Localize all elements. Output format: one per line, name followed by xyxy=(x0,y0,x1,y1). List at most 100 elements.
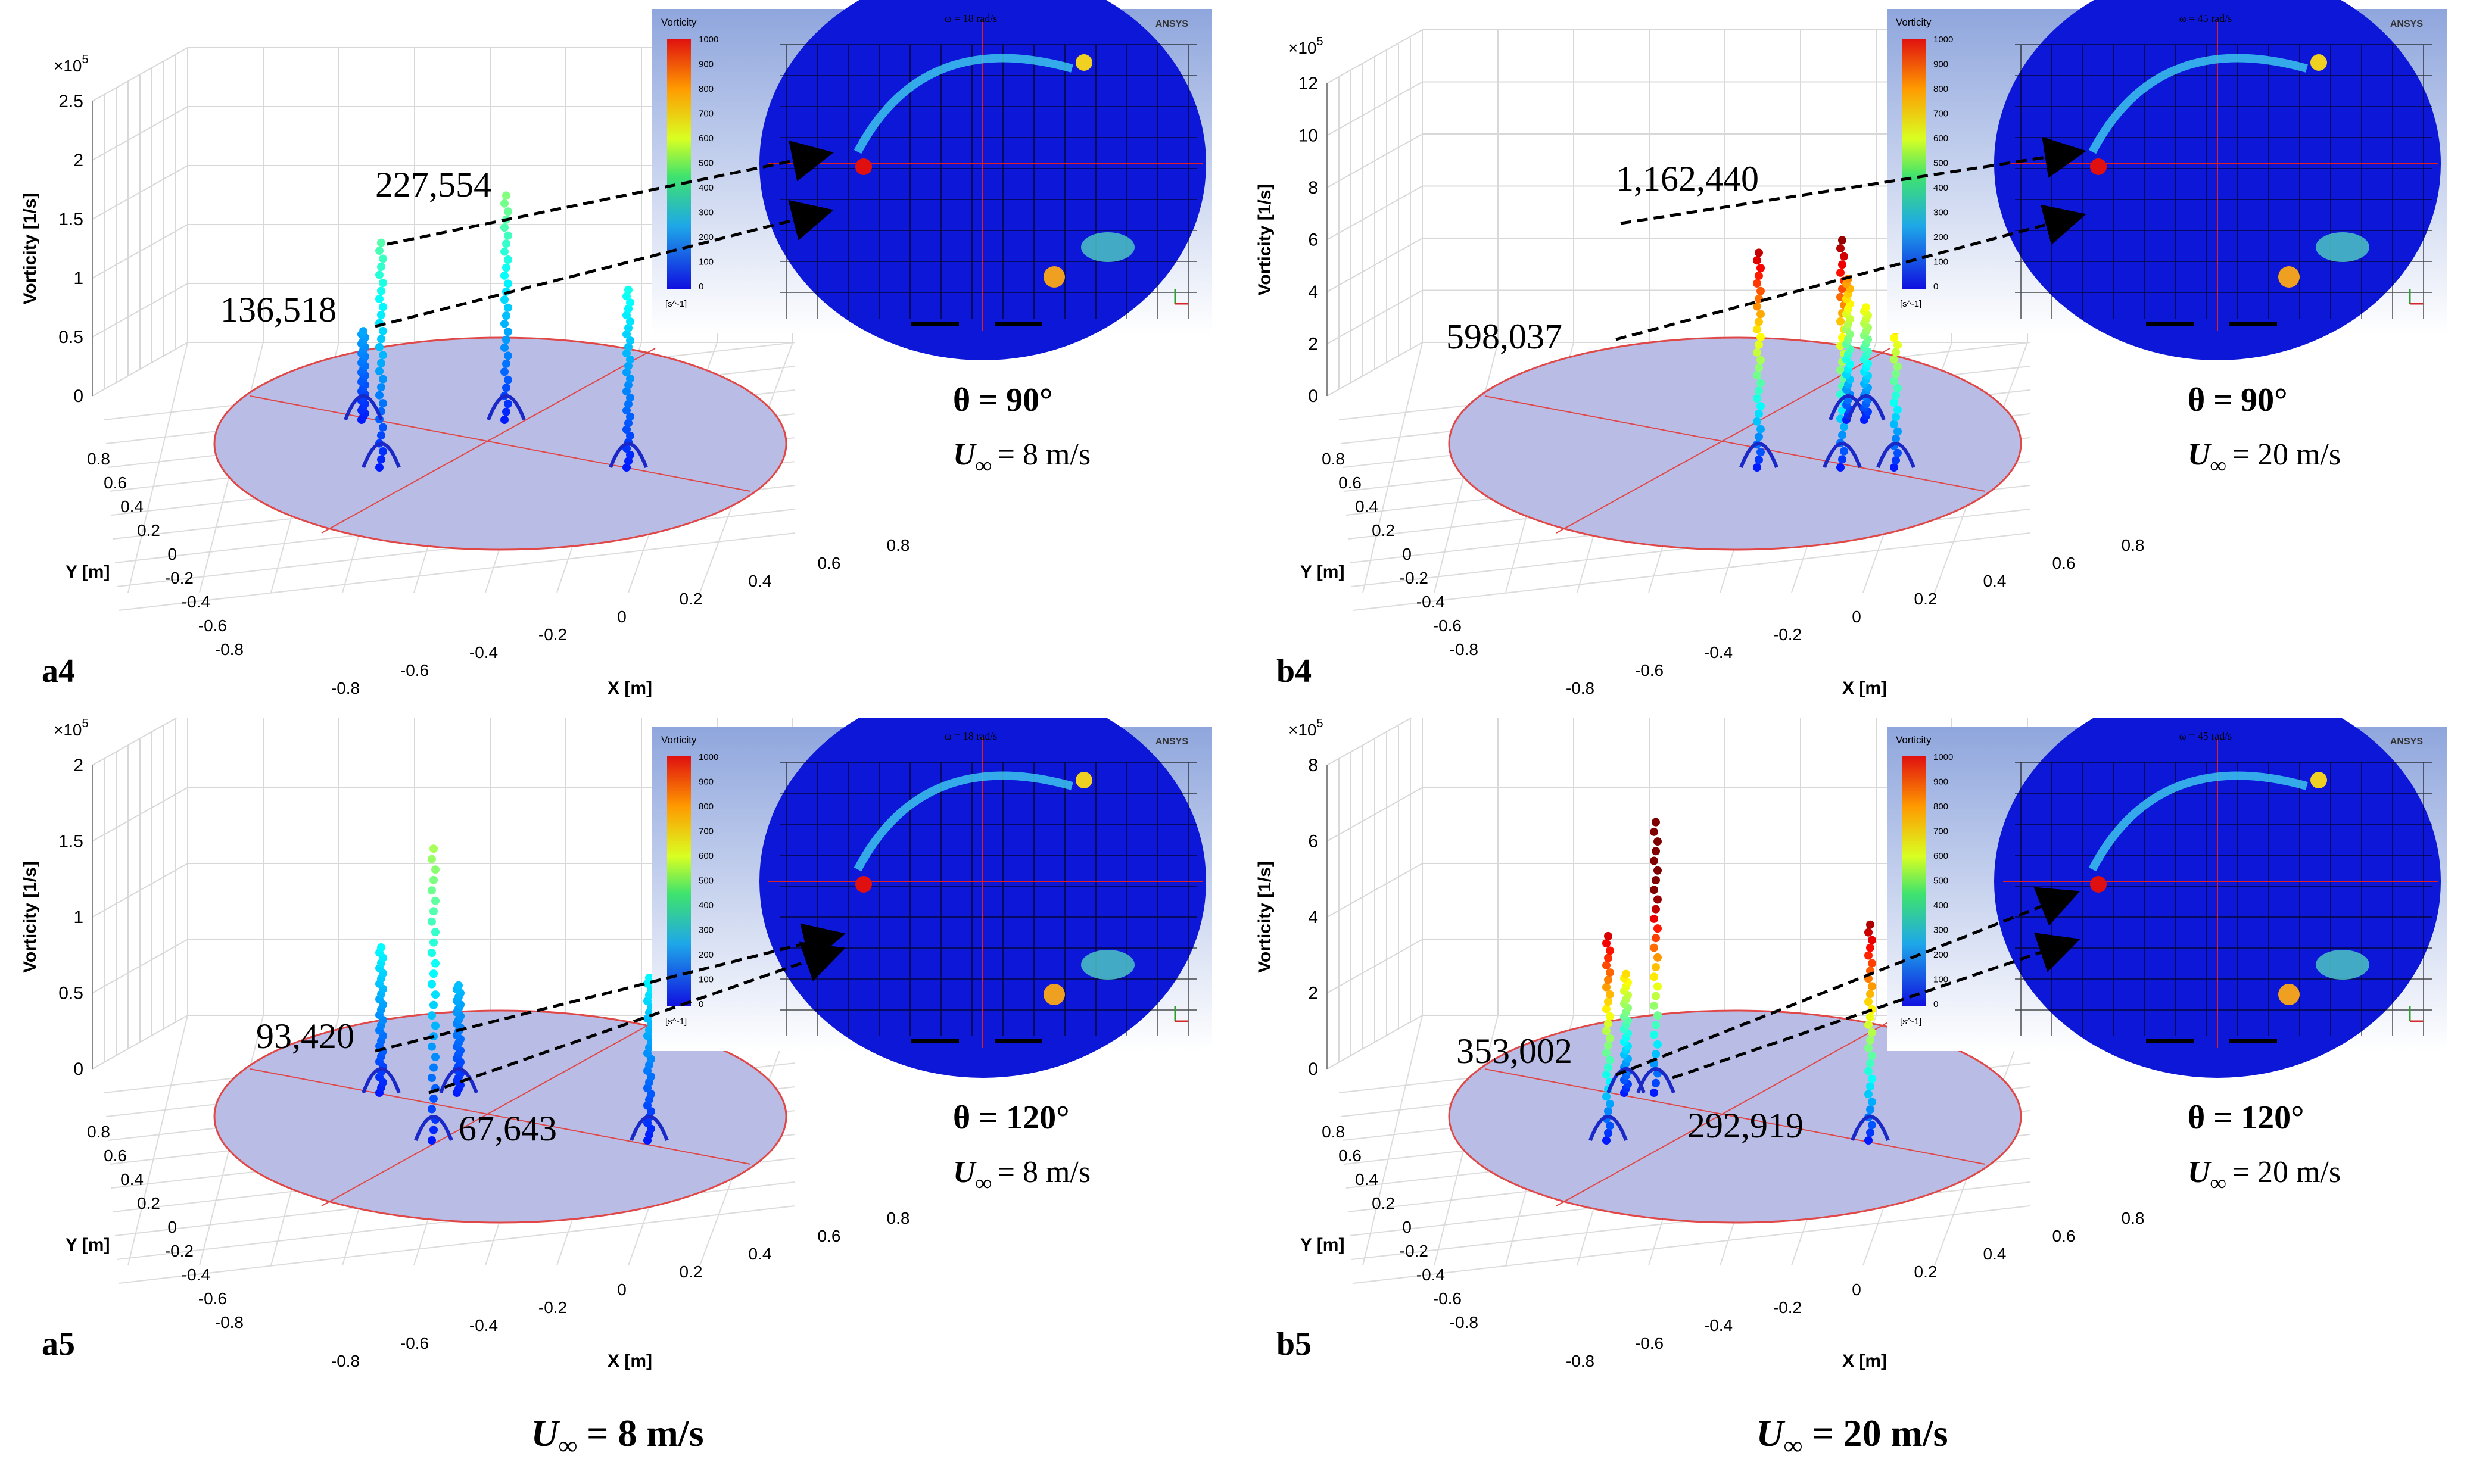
vorticity-point xyxy=(500,223,509,232)
peak-annotation: 1,162,440 xyxy=(1616,159,1759,198)
vorticity-point xyxy=(1606,1121,1614,1130)
vortex-core xyxy=(2278,984,2300,1005)
colorbar-tick: 300 xyxy=(1933,208,1948,218)
vorticity-point xyxy=(429,938,438,947)
vorticity-point xyxy=(431,1021,440,1030)
velocity-label: U∞ = 20 m/s xyxy=(2188,1155,2341,1196)
vorticity-point xyxy=(375,391,384,400)
x-tick-label: -0.4 xyxy=(1704,1316,1733,1335)
caption-left: U∞ = 8 m/s xyxy=(0,1411,1235,1461)
y-tick-label: 0.6 xyxy=(1338,473,1362,492)
y-tick-label: -0.8 xyxy=(215,1313,244,1332)
x-tick-label: 0.6 xyxy=(818,1227,841,1245)
vorticity-point xyxy=(1866,1013,1874,1021)
z-tick-label: 0 xyxy=(73,1059,83,1079)
vortex-core xyxy=(855,158,872,175)
vorticity-point xyxy=(1650,943,1658,952)
vorticity-point xyxy=(1652,992,1660,1000)
velocity-label: U∞ = 8 m/s xyxy=(953,438,1091,478)
vorticity-point xyxy=(428,1011,436,1020)
vorticity-point xyxy=(1652,818,1660,827)
y-tick-label: 0.4 xyxy=(1355,497,1378,516)
colorbar-tick: 0 xyxy=(1933,282,1938,292)
vorticity-column xyxy=(1851,920,1890,1145)
y-tick-label: 0.2 xyxy=(137,1194,160,1212)
vorticity-point xyxy=(1755,340,1763,349)
velocity-value: = 8 m/s xyxy=(998,1155,1091,1189)
peak-annotation: 598,037 xyxy=(1446,317,1562,356)
vorticity-point xyxy=(428,1074,436,1083)
vorticity-point xyxy=(1866,1036,1874,1045)
y-tick-label: 0.2 xyxy=(1372,1194,1395,1212)
vorticity-point xyxy=(1604,975,1612,984)
y-tick-label: -0.4 xyxy=(1416,593,1445,611)
z-tick-label: 0.5 xyxy=(58,984,83,1003)
x-tick-label: 0.8 xyxy=(887,536,910,554)
vorticity-point xyxy=(359,327,367,336)
x-tick-label: 0.8 xyxy=(2122,1209,2145,1227)
x-tick-label: -0.6 xyxy=(1635,661,1664,679)
z-tick-label: 1 xyxy=(73,269,83,288)
cfd-inset: Vorticity1000900800700600500400300200100… xyxy=(652,718,1212,1078)
panel-b5: 0 2 4 6 8 ×105 Vorticity [1/s] 0.8 0.6 0.4 0.2 0 -0.… xyxy=(1235,718,2469,1435)
vorticity-point xyxy=(428,855,436,863)
x-tick-label: 0.4 xyxy=(749,572,772,590)
vorticity-point xyxy=(1756,286,1765,295)
vorticity-point xyxy=(377,263,385,272)
cfd-grid xyxy=(780,44,1197,319)
caption-right-sub: ∞ xyxy=(1783,1431,1803,1460)
velocity-value: = 8 m/s xyxy=(998,438,1091,472)
vorticity-point xyxy=(500,367,509,376)
vorticity-point xyxy=(428,917,436,926)
panel-label: b5 xyxy=(1276,1326,1312,1363)
floor-line xyxy=(1353,532,2030,611)
vortex-core xyxy=(2090,158,2107,175)
vorticity-point xyxy=(1755,317,1763,326)
x-tick-label: -0.8 xyxy=(1566,1352,1594,1370)
y-axis-label: Y [m] xyxy=(1300,562,1344,582)
vorticity-point xyxy=(428,886,436,895)
colorbar-tick: 700 xyxy=(699,109,714,119)
x-tick-label: -0.6 xyxy=(400,661,429,679)
colorbar-tick: 100 xyxy=(699,257,714,267)
vorticity-point xyxy=(1650,972,1658,981)
vorticity-point xyxy=(1868,1098,1876,1106)
x-tick-label: 0 xyxy=(1852,607,1861,626)
vorticity-point xyxy=(431,1053,440,1062)
x-tick-label: -0.6 xyxy=(1635,1334,1664,1352)
vorticity-point xyxy=(1606,1034,1614,1043)
vorticity-column xyxy=(362,238,401,472)
annotation-arrow xyxy=(1620,136,2086,225)
vorticity-point xyxy=(1650,914,1658,923)
colorbar xyxy=(667,756,691,1006)
vortex-trace xyxy=(1823,442,1862,469)
vorticity-point xyxy=(1864,997,1873,1006)
x-tick-label: -0.8 xyxy=(1566,679,1594,697)
vorticity-point xyxy=(1840,447,1848,456)
vorticity-column xyxy=(439,981,478,1097)
vorticity-point xyxy=(624,285,633,294)
floor-line xyxy=(127,342,188,593)
vorticity-point xyxy=(1753,417,1761,426)
scale-bar xyxy=(911,1039,959,1043)
vorticity-point xyxy=(1606,1099,1614,1108)
vorticity-point xyxy=(1753,325,1761,334)
vorticity-point xyxy=(1864,928,1873,937)
theta-label: θ = 120° xyxy=(953,1099,1070,1136)
scale-bar xyxy=(911,322,959,326)
vorticity-point xyxy=(1753,463,1761,472)
vorticity-point xyxy=(1755,363,1763,372)
velocity-symbol: U xyxy=(2188,438,2212,472)
colorbar-tick: 800 xyxy=(1933,802,1948,812)
vorticity-point xyxy=(1650,856,1658,865)
disk-crosshair xyxy=(321,1021,656,1206)
vorticity-point xyxy=(428,1105,436,1114)
chart-svg-b5: 0 2 4 6 8 ×105 Vorticity [1/s] 0.8 0.6 0.4 0.2 0 -0.… xyxy=(1255,718,2447,1371)
peak-annotation: 227,554 xyxy=(375,165,491,204)
panel-a5: 0 0.5 1 1.5 2 ×105 Vorticity [1/s] 0.8 0.6 0.4 0.2… xyxy=(0,718,1235,1435)
vorticity-point xyxy=(428,949,436,958)
caption-left-sub: ∞ xyxy=(558,1431,578,1460)
vorticity-point xyxy=(622,311,631,320)
colorbar-tick: 500 xyxy=(1933,158,1948,169)
vortex-core xyxy=(855,876,872,893)
